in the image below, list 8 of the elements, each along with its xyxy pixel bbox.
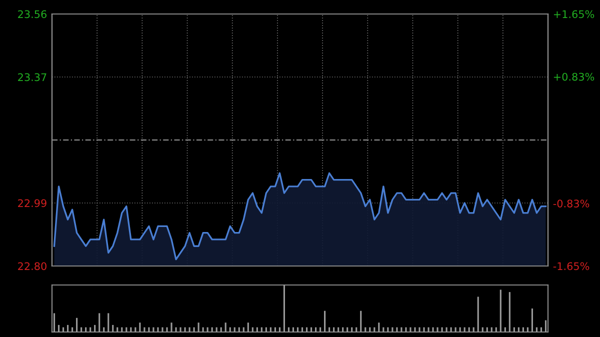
y2-tick-label: -0.83% [553, 200, 590, 208]
y-tick-label: 23.37 [18, 73, 46, 82]
y2-tick-label: +1.65% [554, 10, 594, 18]
y2-tick-label: -1.65% [553, 262, 590, 270]
y-tick-label: 23.56 [18, 10, 46, 18]
y2-tick-label: +0.83% [554, 72, 594, 81]
y-tick-label: 22.80 [18, 262, 46, 270]
y-tick-label: 22.99 [18, 199, 46, 208]
